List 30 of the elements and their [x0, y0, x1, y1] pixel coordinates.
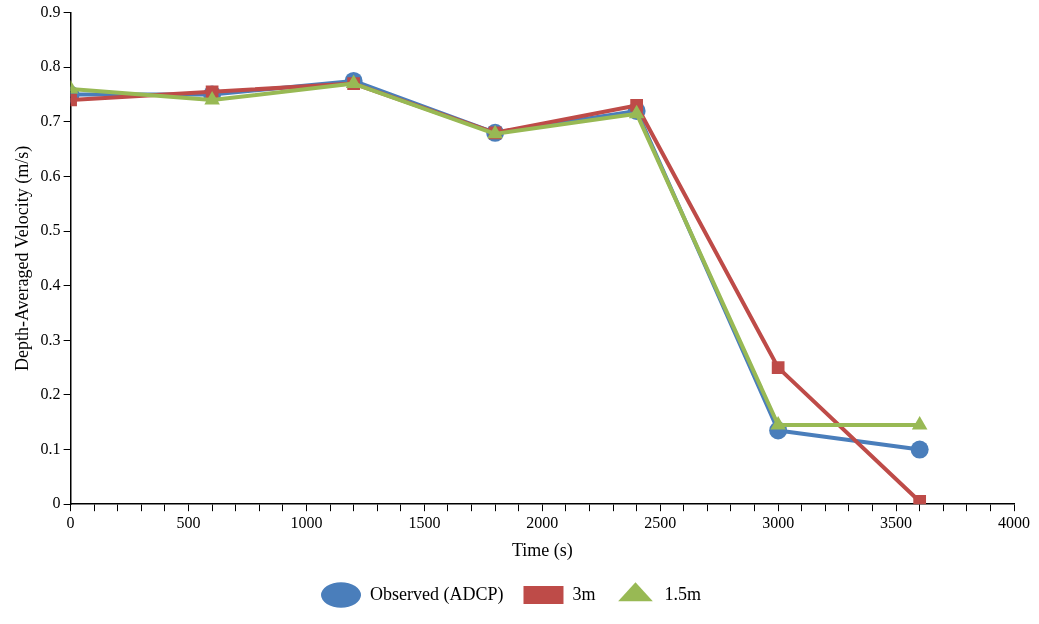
- legend-label: Observed (ADCP): [370, 583, 504, 605]
- y-tick-label: 0.3: [40, 330, 61, 348]
- x-axis-title: Time (s): [511, 539, 573, 561]
- x-tick-label: 1500: [408, 514, 441, 531]
- legend-label: 1.5m: [664, 583, 702, 604]
- x-tick-label: 3000: [762, 514, 795, 531]
- point: [770, 416, 786, 430]
- y-tick-label: 0.7: [40, 112, 61, 130]
- legend-label: 3m: [572, 583, 596, 604]
- x-tick-label: 3500: [880, 514, 913, 531]
- y-tick-label: 0: [52, 494, 61, 512]
- y-tick-label: 0.8: [40, 57, 61, 75]
- x-tick-label: 500: [176, 514, 201, 531]
- point: [771, 361, 785, 375]
- y-tick-label: 0.6: [40, 166, 61, 184]
- point: [910, 440, 929, 459]
- y-tick-label: 0.5: [40, 221, 61, 239]
- x-tick-label: 0: [66, 514, 75, 531]
- point: [913, 495, 927, 505]
- x-tick-label: 2500: [644, 514, 677, 531]
- y-tick-label: 0.2: [40, 385, 61, 403]
- x-tick-label: 4000: [998, 514, 1030, 531]
- point: [911, 416, 928, 430]
- y-axis-title: Depth-Averaged Velocity (m/s): [11, 145, 33, 372]
- x-tick-label: 1000: [290, 514, 323, 531]
- y-tick-label: 0.4: [40, 275, 61, 293]
- point: [204, 91, 220, 105]
- y-tick-label: 0.1: [40, 439, 61, 457]
- x-tick-label: 2000: [526, 514, 559, 531]
- y-tick-label: 0.9: [40, 2, 61, 20]
